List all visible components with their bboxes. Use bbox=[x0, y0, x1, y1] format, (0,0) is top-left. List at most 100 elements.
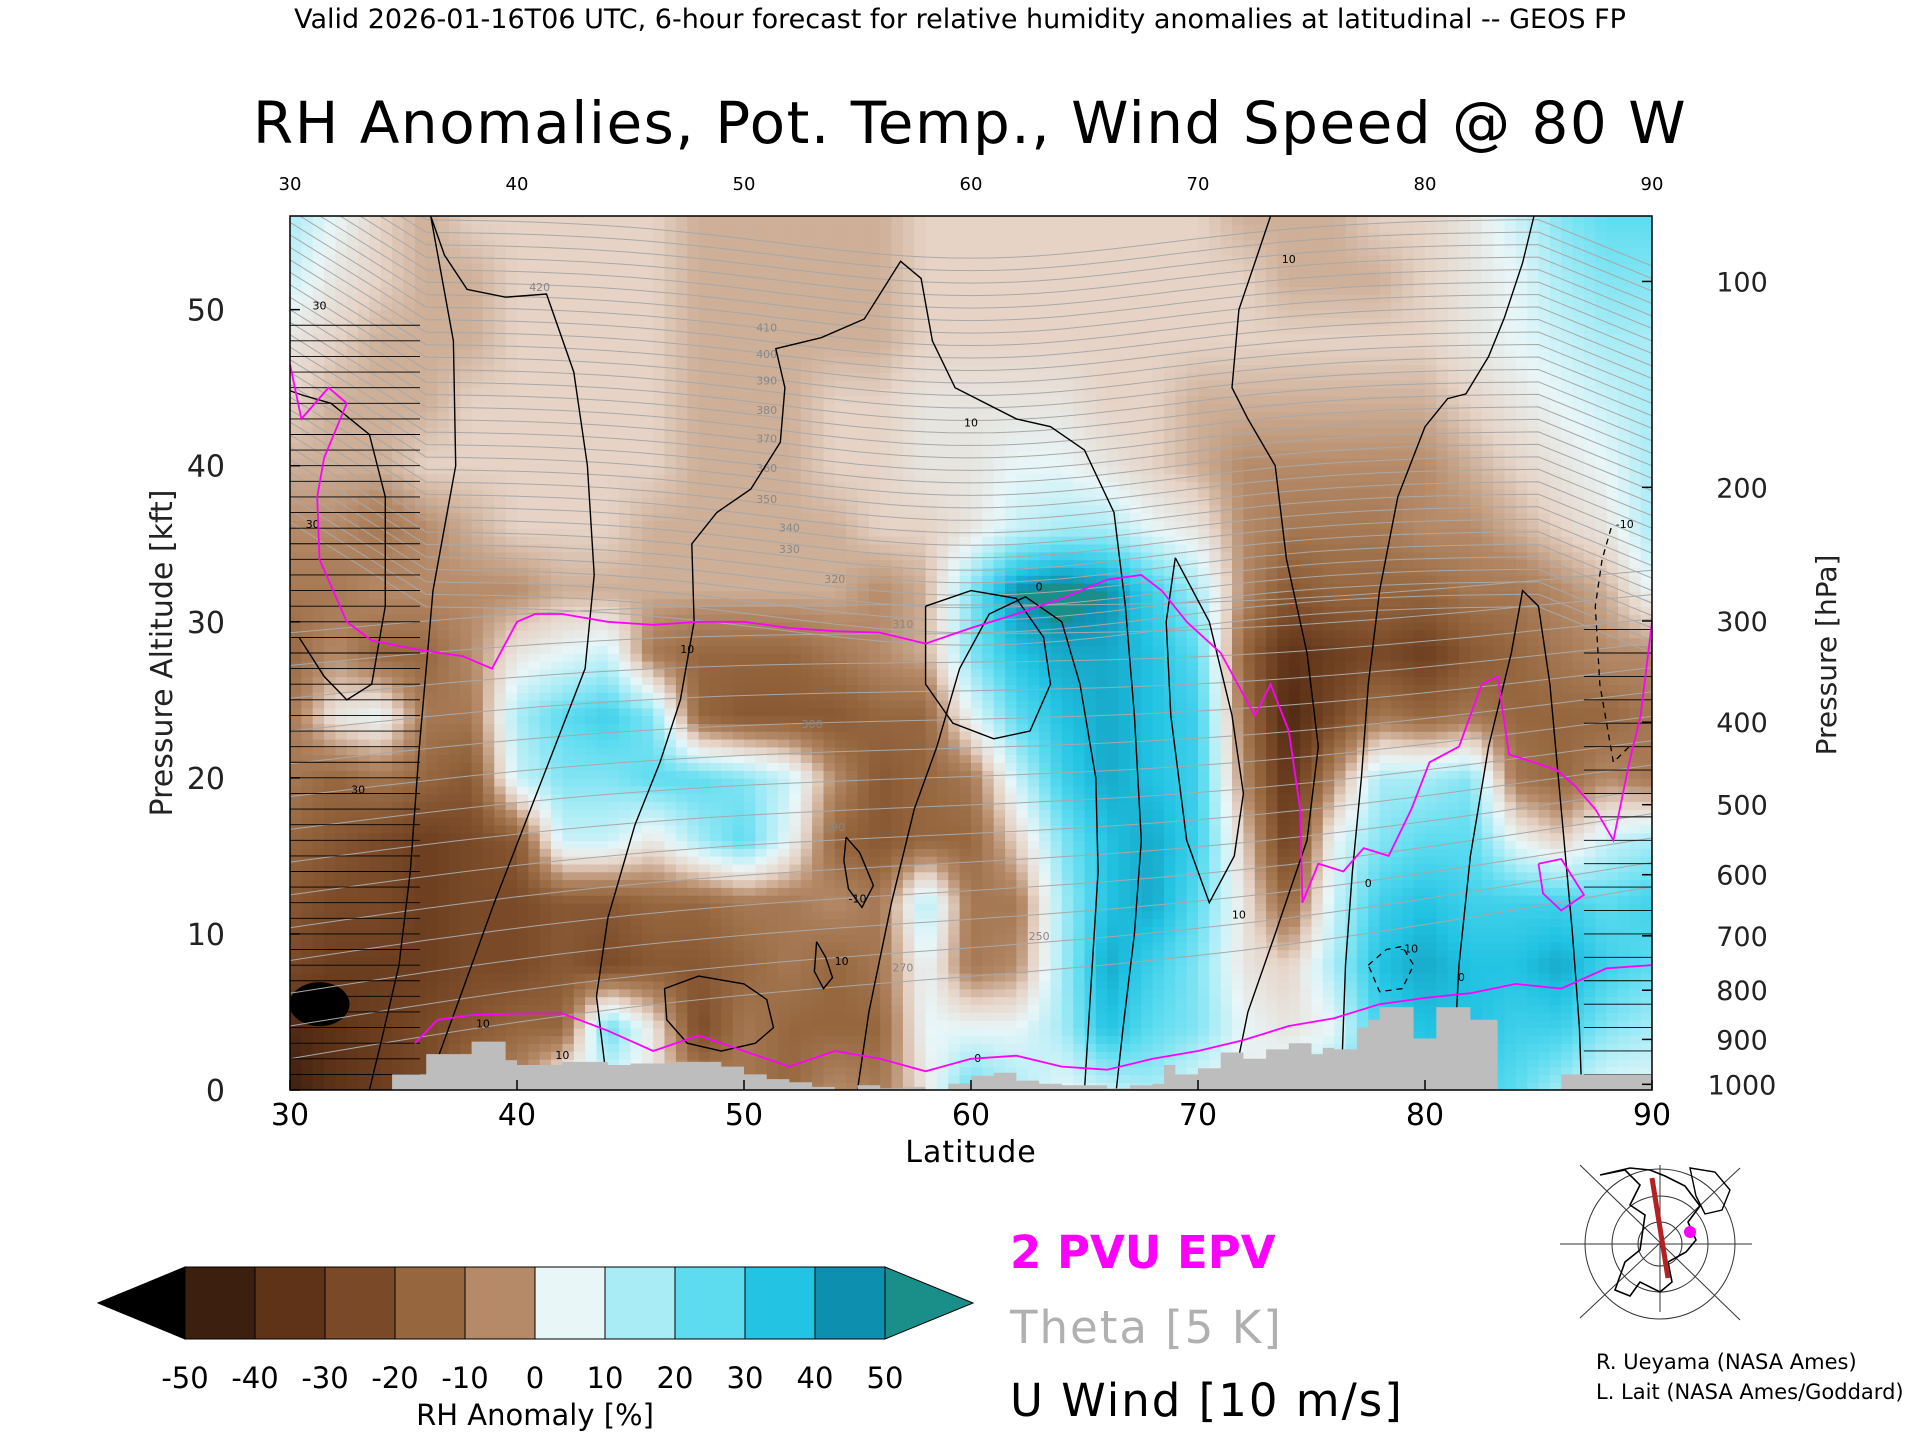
rh-cell bbox=[596, 567, 609, 576]
rh-cell bbox=[721, 489, 734, 498]
rh-cell bbox=[369, 489, 382, 498]
rh-cell bbox=[312, 871, 325, 881]
rh-cell bbox=[426, 247, 439, 256]
rh-cell bbox=[312, 606, 325, 615]
rh-cell bbox=[426, 1035, 439, 1044]
rh-cell bbox=[641, 832, 655, 842]
rh-cell bbox=[380, 660, 393, 670]
rh-cell bbox=[755, 1066, 768, 1076]
rh-cell bbox=[607, 356, 620, 366]
rh-cell bbox=[448, 606, 462, 615]
rh-cell bbox=[448, 910, 462, 920]
rh-cell bbox=[392, 933, 405, 943]
rh-cell bbox=[755, 528, 768, 537]
rh-cell bbox=[482, 598, 495, 607]
rh-cell bbox=[539, 1004, 552, 1013]
rh-cell bbox=[778, 262, 791, 272]
rh-cell bbox=[641, 598, 655, 607]
rh-cell bbox=[619, 715, 632, 724]
rh-cell bbox=[312, 239, 325, 248]
rh-cell bbox=[358, 348, 371, 358]
rh-cell bbox=[596, 746, 609, 756]
rh-cell bbox=[505, 301, 518, 311]
rh-cell bbox=[630, 457, 643, 467]
rh-cell bbox=[630, 434, 643, 444]
rh-cell bbox=[630, 699, 643, 709]
rh-cell bbox=[641, 1043, 655, 1052]
rh-cell bbox=[471, 653, 484, 662]
rh-cell bbox=[539, 528, 552, 537]
rh-cell bbox=[528, 871, 541, 881]
rh-cell bbox=[744, 902, 757, 912]
rh-cell bbox=[675, 278, 689, 287]
rh-cell bbox=[755, 980, 768, 990]
rh-cell bbox=[426, 317, 439, 326]
rh-cell bbox=[721, 379, 734, 389]
rh-cell bbox=[369, 848, 382, 857]
rh-cell bbox=[346, 535, 359, 545]
rh-cell bbox=[562, 980, 575, 990]
rh-cell bbox=[358, 668, 371, 678]
rh-cell bbox=[460, 894, 473, 904]
rh-cell bbox=[539, 894, 552, 904]
rh-cell bbox=[414, 699, 428, 709]
rh-cell bbox=[437, 348, 450, 358]
rh-cell bbox=[573, 473, 586, 483]
rh-cell bbox=[528, 356, 541, 366]
rh-cell bbox=[324, 972, 337, 982]
rh-cell bbox=[437, 520, 450, 529]
rh-cell bbox=[630, 379, 643, 389]
rh-cell bbox=[482, 785, 495, 795]
rh-cell bbox=[710, 333, 723, 342]
rh-cell bbox=[721, 403, 734, 412]
rh-cell bbox=[380, 317, 393, 326]
rh-cell bbox=[675, 793, 689, 803]
rh-cell bbox=[619, 504, 632, 514]
rh-cell bbox=[653, 496, 666, 506]
rh-cell bbox=[369, 855, 382, 865]
rh-cell bbox=[482, 567, 495, 576]
rh-cell bbox=[539, 340, 552, 350]
rh-cell bbox=[392, 832, 405, 842]
rh-cell bbox=[448, 980, 462, 990]
rh-cell bbox=[380, 372, 393, 381]
rh-cell bbox=[664, 262, 677, 272]
rh-cell bbox=[755, 972, 768, 982]
rh-cell bbox=[517, 223, 530, 233]
rh-cell bbox=[573, 598, 586, 607]
rh-cell bbox=[789, 1004, 802, 1013]
rh-cell bbox=[641, 1051, 655, 1060]
rh-cell bbox=[539, 980, 552, 990]
rh-cell bbox=[460, 957, 473, 966]
rh-cell bbox=[301, 387, 314, 397]
rh-cell bbox=[380, 637, 393, 646]
rh-cell bbox=[403, 418, 416, 428]
rh-cell bbox=[653, 434, 666, 444]
rh-cell bbox=[721, 231, 734, 241]
rh-cell bbox=[448, 707, 462, 717]
rh-cell bbox=[698, 481, 711, 490]
rh-cell bbox=[346, 1004, 359, 1013]
rh-cell bbox=[630, 450, 643, 459]
rh-cell bbox=[290, 840, 303, 849]
rh-cell bbox=[664, 645, 677, 654]
rh-cell bbox=[324, 762, 337, 771]
rh-cell bbox=[721, 450, 734, 459]
rh-cell bbox=[471, 832, 484, 842]
rh-cell bbox=[505, 707, 518, 717]
rh-cell bbox=[471, 614, 484, 623]
rh-cell bbox=[403, 863, 416, 873]
rh-cell bbox=[619, 629, 632, 639]
rh-cell bbox=[403, 606, 416, 615]
rh-cell bbox=[403, 715, 416, 724]
rh-cell bbox=[789, 879, 802, 888]
rh-cell bbox=[392, 1051, 405, 1060]
rh-cell bbox=[675, 785, 689, 795]
rh-cell bbox=[290, 239, 303, 248]
rh-cell bbox=[551, 762, 564, 771]
rh-cell bbox=[789, 933, 802, 943]
rh-cell bbox=[766, 996, 779, 1005]
rh-cell bbox=[448, 777, 462, 787]
rh-cell bbox=[301, 418, 314, 428]
rh-cell bbox=[448, 356, 462, 366]
